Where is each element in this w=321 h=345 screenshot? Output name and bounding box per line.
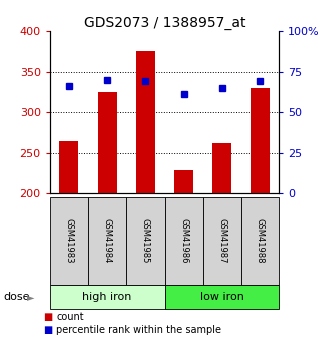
Bar bbox=[59, 140, 78, 193]
Bar bbox=[98, 92, 117, 193]
Text: count: count bbox=[56, 312, 84, 322]
Text: GSM41987: GSM41987 bbox=[217, 218, 226, 263]
Text: GSM41985: GSM41985 bbox=[141, 218, 150, 263]
Title: GDS2073 / 1388957_at: GDS2073 / 1388957_at bbox=[84, 16, 245, 30]
Text: ■: ■ bbox=[43, 312, 53, 322]
Text: ►: ► bbox=[27, 292, 35, 302]
Text: GSM41984: GSM41984 bbox=[103, 218, 112, 263]
Bar bbox=[212, 143, 231, 193]
Text: ■: ■ bbox=[43, 325, 53, 335]
Text: GSM41983: GSM41983 bbox=[65, 218, 74, 263]
Text: percentile rank within the sample: percentile rank within the sample bbox=[56, 325, 221, 335]
Text: dose: dose bbox=[3, 292, 30, 302]
Text: GSM41988: GSM41988 bbox=[256, 218, 265, 263]
Bar bbox=[174, 170, 193, 193]
Bar bbox=[136, 50, 155, 193]
Text: high iron: high iron bbox=[82, 292, 132, 302]
Bar bbox=[251, 88, 270, 193]
Text: GSM41986: GSM41986 bbox=[179, 218, 188, 263]
Text: low iron: low iron bbox=[200, 292, 244, 302]
